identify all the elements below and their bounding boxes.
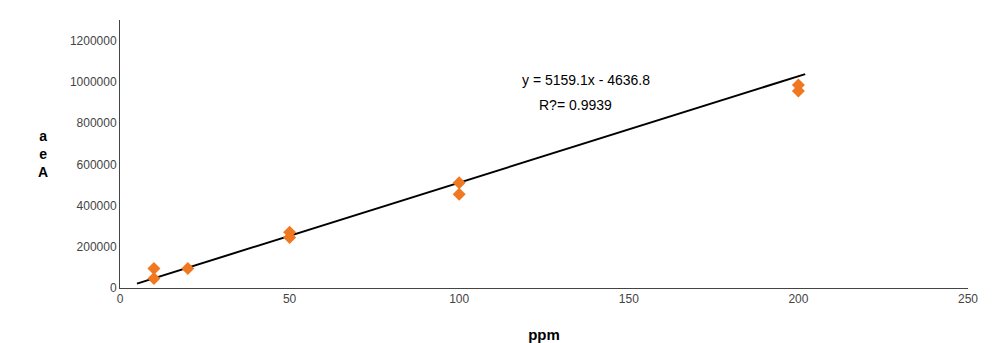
- svg-text:200: 200: [788, 292, 808, 306]
- svg-text:200000: 200000: [77, 240, 117, 254]
- svg-text:800000: 800000: [77, 116, 117, 130]
- svg-text:1200000: 1200000: [70, 34, 117, 48]
- svg-text:ppm: ppm: [528, 326, 560, 343]
- svg-text:400000: 400000: [77, 199, 117, 213]
- svg-text:aeA: aeA: [38, 128, 48, 180]
- svg-text:150: 150: [619, 292, 639, 306]
- svg-text:1000000: 1000000: [70, 75, 117, 89]
- svg-text:250: 250: [958, 292, 978, 306]
- svg-text:y = 5159.1x - 4636.8: y = 5159.1x - 4636.8: [522, 72, 650, 88]
- svg-text:R?= 0.9939: R?= 0.9939: [539, 97, 612, 113]
- svg-text:0: 0: [117, 292, 124, 306]
- svg-text:50: 50: [283, 292, 297, 306]
- svg-text:600000: 600000: [77, 158, 117, 172]
- svg-text:0: 0: [110, 281, 117, 295]
- svg-text:100: 100: [449, 292, 469, 306]
